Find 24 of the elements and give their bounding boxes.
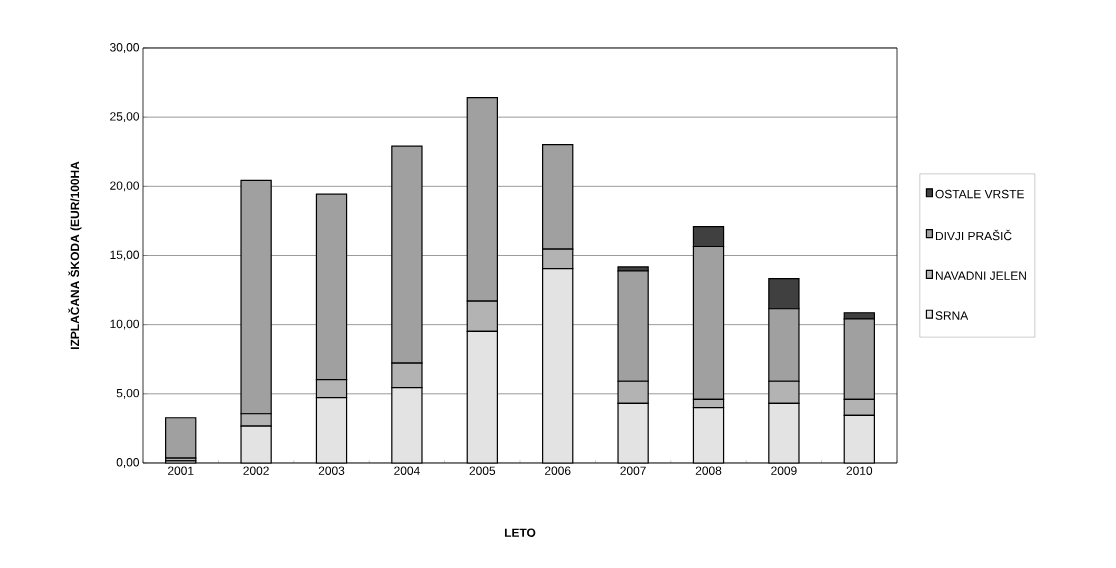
legend-label: OSTALE VRSTE [935,189,1024,199]
x-tick-label: 2008 [695,466,722,475]
legend-label: NAVADNI JELEN [935,271,1026,280]
y-tick-label: 15,00 [110,250,140,261]
y-tick-label: 5,00 [116,388,140,399]
x-tick-label: 2005 [469,466,496,475]
y-tick-label: 30,00 [110,43,140,53]
x-tick-label: 2003 [318,466,345,475]
legend-label: DIVJI PRAŠIČ [935,229,1012,241]
x-tick-label: 2009 [771,466,797,475]
y-tick-label: 10,00 [110,319,140,330]
y-tick-label: 0,00 [116,458,140,468]
x-tick-label: 2004 [394,466,420,475]
bar [165,417,197,459]
x-tick-label: 2010 [846,466,873,475]
x-tick-label: 2007 [620,466,646,475]
x-axis-title: LETO [504,528,536,537]
x-tick-label: 2002 [243,466,269,475]
y-tick-label: 25,00 [110,112,140,123]
x-tick-label: 2001 [168,466,194,475]
legend-label: SRNA [935,311,969,320]
y-axis-title: IZPLAČANA ŠKODA (EUR/100HA [68,161,82,350]
x-tick-label: 2006 [545,466,571,475]
y-tick-label: 20,00 [110,181,140,192]
